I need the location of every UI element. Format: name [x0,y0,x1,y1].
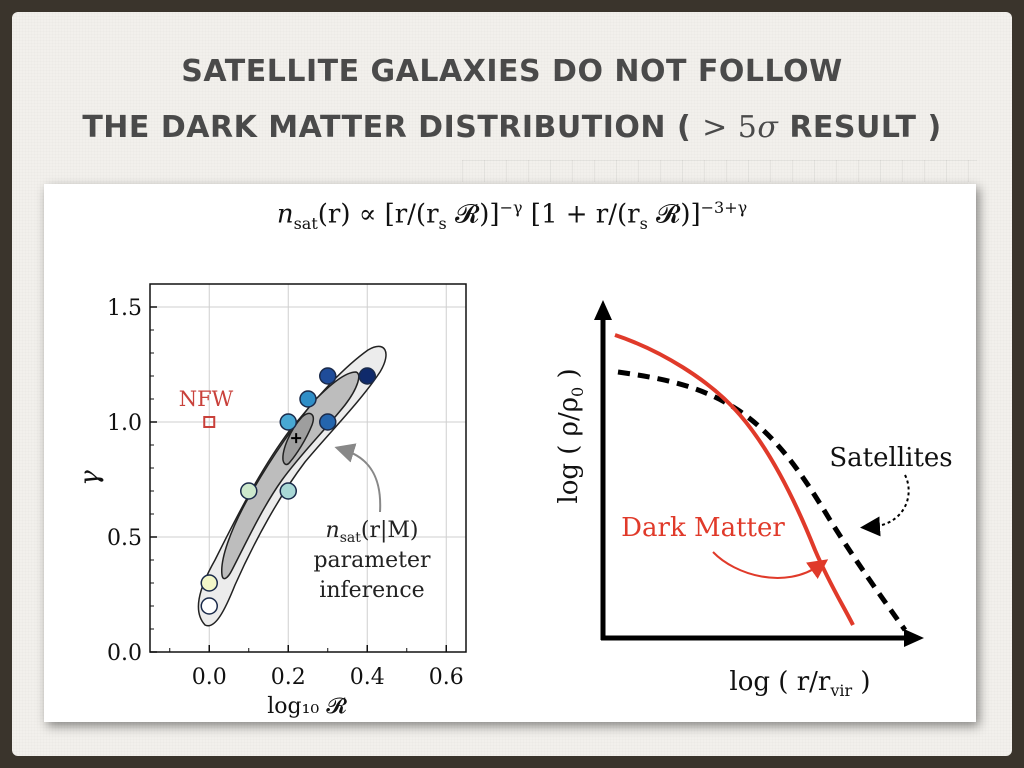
decorative-grid [462,160,977,182]
title-line-2-start: THE DARK MATTER DISTRIBUTION ( [82,110,703,145]
annotation-line-3: inference [319,578,424,603]
annotation-rest: (r|M) [361,518,419,543]
data-point-5 [299,390,317,408]
formula-exp-2: −3+γ [700,198,748,217]
profile-formula: nsat(r) ∝ [r/(rs 𝓡)]−γ [1 + r/(rs 𝓡)]−3+… [0,198,1024,233]
data-point-8 [358,367,376,385]
right-xlabel-sub: vir [829,681,852,700]
legend-dark-matter: Dark Matter [621,513,785,543]
formula-exp-1: −γ [499,198,523,217]
right-ylabel-main: log ( ρ/ρ [554,397,584,504]
right-ylabel: log ( ρ/ρ0 ) [554,368,587,503]
formula-part-2: 𝓡)] [446,199,500,230]
right-xlabel-end: ) [852,667,870,697]
series-dark-matter-line [614,333,855,626]
x-tick-label-2: 0.4 [350,665,385,690]
left-points [200,367,376,615]
slide-title: SATELLITE GALAXIES DO NOT FOLLOW THE DAR… [0,44,1024,156]
right-x-axis-arrowhead [904,629,924,647]
inference-scatter-chart: 0.0 0.2 0.4 0.6 0.0 0.5 1.0 1.5 [107,283,467,690]
title-line-2: THE DARK MATTER DISTRIBUTION ( > 5σ RESU… [0,100,1024,156]
dark-matter-arrow [712,551,829,579]
y-tick-label-3: 1.5 [107,296,142,321]
annotation-line-2: parameter [313,548,431,573]
x-tick-label-0: 0.0 [192,665,227,690]
formula-part-4: 𝓡)] [647,199,701,230]
figure-panel [44,184,976,722]
data-point-1 [200,574,218,592]
nfw-label: NFW [179,387,234,411]
y-tick-label-0: 0.0 [107,641,142,666]
title-sigma: σ [757,110,779,145]
left-xlabel: log₁₀ 𝓡 [267,694,347,719]
left-ylabel: γ [75,470,105,486]
outer-contour [197,345,387,627]
series-satellites-line [617,369,908,632]
formula-part-1: (r) ∝ [r/(r [317,199,439,230]
right-xlabel-main: log ( r/r [729,667,830,697]
title-line-1: SATELLITE GALAXIES DO NOT FOLLOW [181,54,843,89]
nfw-marker [203,416,216,428]
right-ylabel-end: ) [554,368,584,386]
title-line-2-end: RESULT ) [778,110,942,145]
x-tick-label-1: 0.2 [271,665,306,690]
title-greater-than: > [702,110,728,145]
data-point-7 [319,367,337,385]
x-tick-label-3: 0.6 [429,665,464,690]
y-tick-label-1: 0.5 [107,526,142,551]
title-five: 5 [727,110,758,145]
formula-sat: sat [293,213,318,233]
formula-part-3: [1 + r/(r [522,199,640,230]
formula-s2: s [639,213,648,233]
data-point-6 [319,413,337,431]
data-point-4 [279,413,297,431]
best-fit-marker [291,433,302,444]
right-ylabel-sub: 0 [568,387,587,397]
annotation-line-1: nsat(r|M) [326,518,419,546]
data-point-3 [279,482,297,500]
right-xlabel: log ( r/rvir ) [729,667,870,700]
satellites-arrow [860,474,910,537]
left-markers [203,416,302,444]
left-axes: 0.0 0.2 0.4 0.6 0.0 0.5 1.0 1.5 [107,283,467,690]
data-point-2 [240,482,258,500]
formula-s1: s [438,213,447,233]
legend-satellites: Satellites [829,443,952,473]
annotation-arrow [334,443,382,513]
formula-n: n [276,199,294,230]
annotation-n: n [326,518,340,543]
y-tick-label-2: 1.0 [107,411,142,436]
profile-sketch-chart [594,300,924,647]
right-y-axis-arrowhead [594,300,612,320]
annotation-sat: sat [340,530,362,546]
data-point-0 [200,597,218,615]
